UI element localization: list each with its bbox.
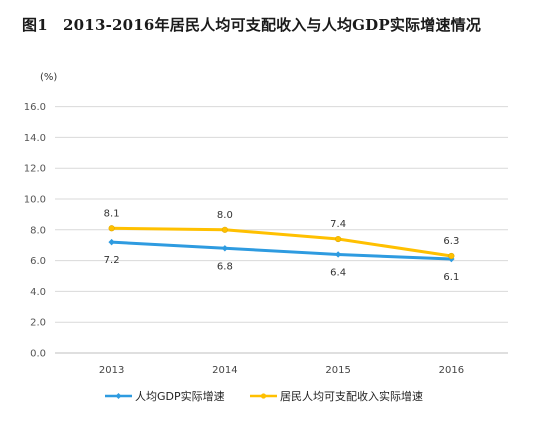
x-tick-label: 2014 bbox=[212, 365, 237, 376]
y-tick-label: 16.0 bbox=[24, 102, 46, 113]
legend-swatch-marker bbox=[260, 393, 267, 399]
y-tick-label: 8.0 bbox=[30, 225, 46, 236]
y-tick-label: 6.0 bbox=[30, 256, 46, 267]
y-axis-tick-labels: 0.0 2.0 4.0 6.0 8.0 10.0 12.0 14.0 16.0 bbox=[24, 102, 46, 359]
data-point bbox=[448, 252, 455, 260]
y-tick-label: 14.0 bbox=[24, 133, 46, 144]
legend-swatch-marker bbox=[115, 393, 122, 399]
data-point bbox=[335, 235, 342, 243]
data-label: 8.0 bbox=[217, 210, 233, 221]
data-label: 7.2 bbox=[104, 255, 120, 266]
y-tick-label: 0.0 bbox=[30, 349, 46, 360]
x-tick-label: 2013 bbox=[99, 365, 124, 376]
series-2: 8.1 8.0 7.4 6.3 bbox=[104, 208, 459, 260]
series-line bbox=[110, 226, 453, 258]
gridlines bbox=[55, 106, 508, 354]
y-tick-label: 2.0 bbox=[30, 318, 46, 329]
legend-item-1: 人均GDP实际增速 bbox=[105, 389, 225, 403]
y-tick-label: 12.0 bbox=[24, 164, 46, 175]
y-tick-label: 4.0 bbox=[30, 287, 46, 298]
data-label: 6.4 bbox=[330, 267, 346, 278]
legend-label: 人均GDP实际增速 bbox=[135, 389, 225, 403]
data-point bbox=[108, 238, 115, 246]
data-point bbox=[334, 251, 342, 258]
data-label: 6.8 bbox=[217, 261, 233, 272]
legend: 人均GDP实际增速 居民人均可支配收入实际增速 bbox=[105, 389, 423, 403]
data-label: 8.1 bbox=[104, 208, 120, 219]
legend-item-2: 居民人均可支配收入实际增速 bbox=[250, 389, 423, 403]
x-tick-label: 2015 bbox=[325, 365, 350, 376]
data-label: 7.4 bbox=[330, 219, 346, 230]
series-group: 7.2 6.8 6.4 6.1 8.1 8.0 7.4 6.3 bbox=[104, 208, 460, 283]
series-line bbox=[110, 240, 453, 261]
data-point bbox=[221, 226, 228, 233]
data-label: 6.3 bbox=[443, 236, 459, 247]
x-axis-tick-labels: 2013 2014 2015 2016 bbox=[99, 365, 464, 376]
y-tick-label: 10.0 bbox=[24, 195, 46, 206]
data-point bbox=[221, 245, 229, 252]
legend-label: 居民人均可支配收入实际增速 bbox=[280, 389, 423, 403]
y-axis-unit-label: (%) bbox=[40, 72, 57, 83]
chart-title: 图1 2013-2016年居民人均可支配收入与人均GDP实际增速情况 bbox=[22, 16, 482, 34]
data-label: 6.1 bbox=[443, 272, 459, 283]
data-point bbox=[108, 225, 115, 232]
x-tick-label: 2016 bbox=[439, 365, 464, 376]
series-1: 7.2 6.8 6.4 6.1 bbox=[104, 238, 459, 283]
